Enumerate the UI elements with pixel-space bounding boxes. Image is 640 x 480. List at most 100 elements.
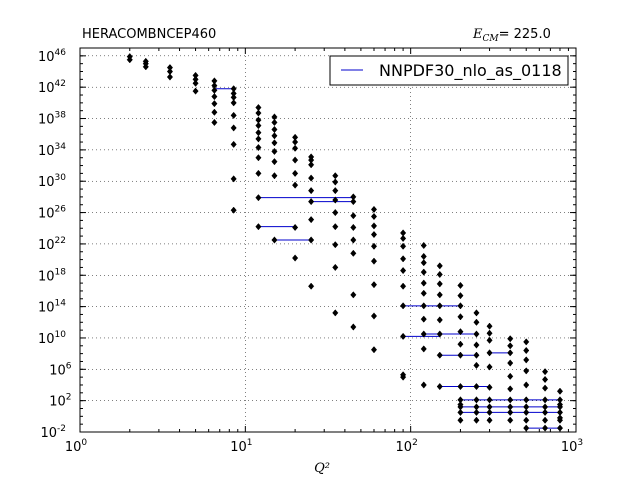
data-point bbox=[486, 336, 493, 344]
data-point bbox=[308, 236, 315, 244]
y-tick-label: 1022 bbox=[38, 236, 66, 253]
ecm-value: = 225.0 bbox=[499, 27, 551, 42]
y-tick-base: 10 bbox=[38, 81, 55, 96]
data-point bbox=[400, 332, 407, 340]
data-point bbox=[271, 132, 278, 140]
data-point bbox=[523, 346, 530, 355]
data-point bbox=[556, 416, 564, 424]
data-point bbox=[292, 169, 299, 177]
data-point bbox=[473, 341, 480, 349]
y-tick-label: 1014 bbox=[38, 299, 66, 316]
data-point bbox=[542, 424, 549, 432]
data-point bbox=[542, 408, 549, 416]
data-point bbox=[420, 241, 427, 250]
data-point bbox=[350, 236, 357, 244]
data-point bbox=[507, 342, 514, 350]
data-point bbox=[400, 234, 407, 243]
x-tick-label: 100 bbox=[65, 438, 88, 455]
y-tick-exp: 10 bbox=[55, 330, 67, 340]
data-point bbox=[400, 255, 407, 263]
data-point bbox=[436, 291, 443, 299]
data-point bbox=[507, 408, 514, 416]
x-tick-label: 103 bbox=[561, 438, 583, 455]
data-point bbox=[400, 282, 407, 290]
data-point bbox=[523, 367, 530, 375]
x-tick-exp: 0 bbox=[81, 438, 87, 448]
data-point bbox=[473, 309, 480, 317]
y-tick-exp: 14 bbox=[55, 299, 67, 309]
data-point bbox=[507, 349, 514, 357]
y-tick-base: 10 bbox=[38, 50, 55, 65]
data-point bbox=[436, 382, 443, 391]
data-point bbox=[457, 281, 464, 290]
y-tick-base: 10 bbox=[38, 207, 55, 222]
data-point bbox=[350, 198, 357, 206]
data-point bbox=[332, 208, 339, 217]
x-tick-exp: 1 bbox=[247, 438, 253, 448]
data-point bbox=[542, 368, 549, 376]
data-point bbox=[436, 351, 443, 359]
data-point bbox=[230, 140, 237, 148]
data-point bbox=[436, 270, 443, 279]
y-tick-exp: 30 bbox=[55, 173, 67, 183]
data-point bbox=[542, 416, 549, 424]
data-point bbox=[271, 172, 278, 180]
data-point bbox=[473, 416, 480, 424]
y-tick-label: 1034 bbox=[38, 142, 66, 159]
data-point bbox=[486, 416, 493, 424]
data-point bbox=[400, 302, 407, 310]
ecm-sub: CM bbox=[483, 34, 500, 44]
data-point bbox=[457, 416, 464, 424]
y-tick-base: 10 bbox=[38, 238, 55, 253]
x-tick-exp: 2 bbox=[412, 438, 418, 448]
data-point bbox=[420, 315, 427, 323]
data-point bbox=[507, 396, 514, 404]
data-point bbox=[308, 198, 315, 206]
x-tick-base: 10 bbox=[230, 440, 247, 455]
x-axis-label: Q² bbox=[314, 461, 330, 476]
data-point bbox=[271, 236, 278, 244]
data-point bbox=[542, 384, 549, 392]
data-point bbox=[308, 282, 315, 290]
data-point bbox=[523, 396, 530, 404]
data-point bbox=[473, 382, 480, 391]
data-point bbox=[457, 340, 464, 348]
y-tick-exp: 22 bbox=[55, 236, 66, 246]
data-point bbox=[370, 257, 378, 265]
data-point bbox=[271, 118, 278, 127]
y-tick-label: 1026 bbox=[38, 205, 66, 222]
y-tick-label: 1046 bbox=[38, 48, 66, 65]
data-point bbox=[370, 312, 378, 320]
data-point bbox=[523, 356, 530, 364]
data-point bbox=[292, 156, 299, 164]
data-point bbox=[192, 87, 199, 95]
data-point bbox=[400, 242, 407, 250]
data-point bbox=[486, 383, 493, 391]
y-tick-exp: 26 bbox=[55, 205, 67, 215]
data-point bbox=[523, 381, 530, 389]
data-point bbox=[292, 181, 299, 189]
data-point bbox=[420, 330, 427, 338]
data-point bbox=[350, 249, 357, 257]
data-point bbox=[292, 144, 299, 152]
data-point bbox=[486, 363, 493, 371]
data-point bbox=[230, 206, 237, 214]
x-tick-label: 102 bbox=[396, 438, 418, 455]
data-point bbox=[370, 212, 378, 221]
data-point bbox=[400, 373, 407, 381]
data-point bbox=[255, 143, 262, 152]
data-point bbox=[507, 359, 514, 367]
data-point bbox=[332, 223, 339, 231]
data-point bbox=[420, 381, 427, 389]
ecm-e: E bbox=[472, 27, 483, 42]
data-point bbox=[457, 292, 464, 300]
y-tick-label: 1042 bbox=[38, 79, 66, 96]
y-tick-exp: 6 bbox=[66, 361, 72, 371]
y-tick-base: 10 bbox=[38, 301, 55, 316]
data-point bbox=[292, 254, 299, 262]
data-point bbox=[457, 313, 464, 321]
data-point bbox=[370, 205, 378, 214]
ticks: 100 101 102 10310-2102106101010141018102210… bbox=[38, 47, 583, 455]
data-point bbox=[370, 222, 378, 230]
